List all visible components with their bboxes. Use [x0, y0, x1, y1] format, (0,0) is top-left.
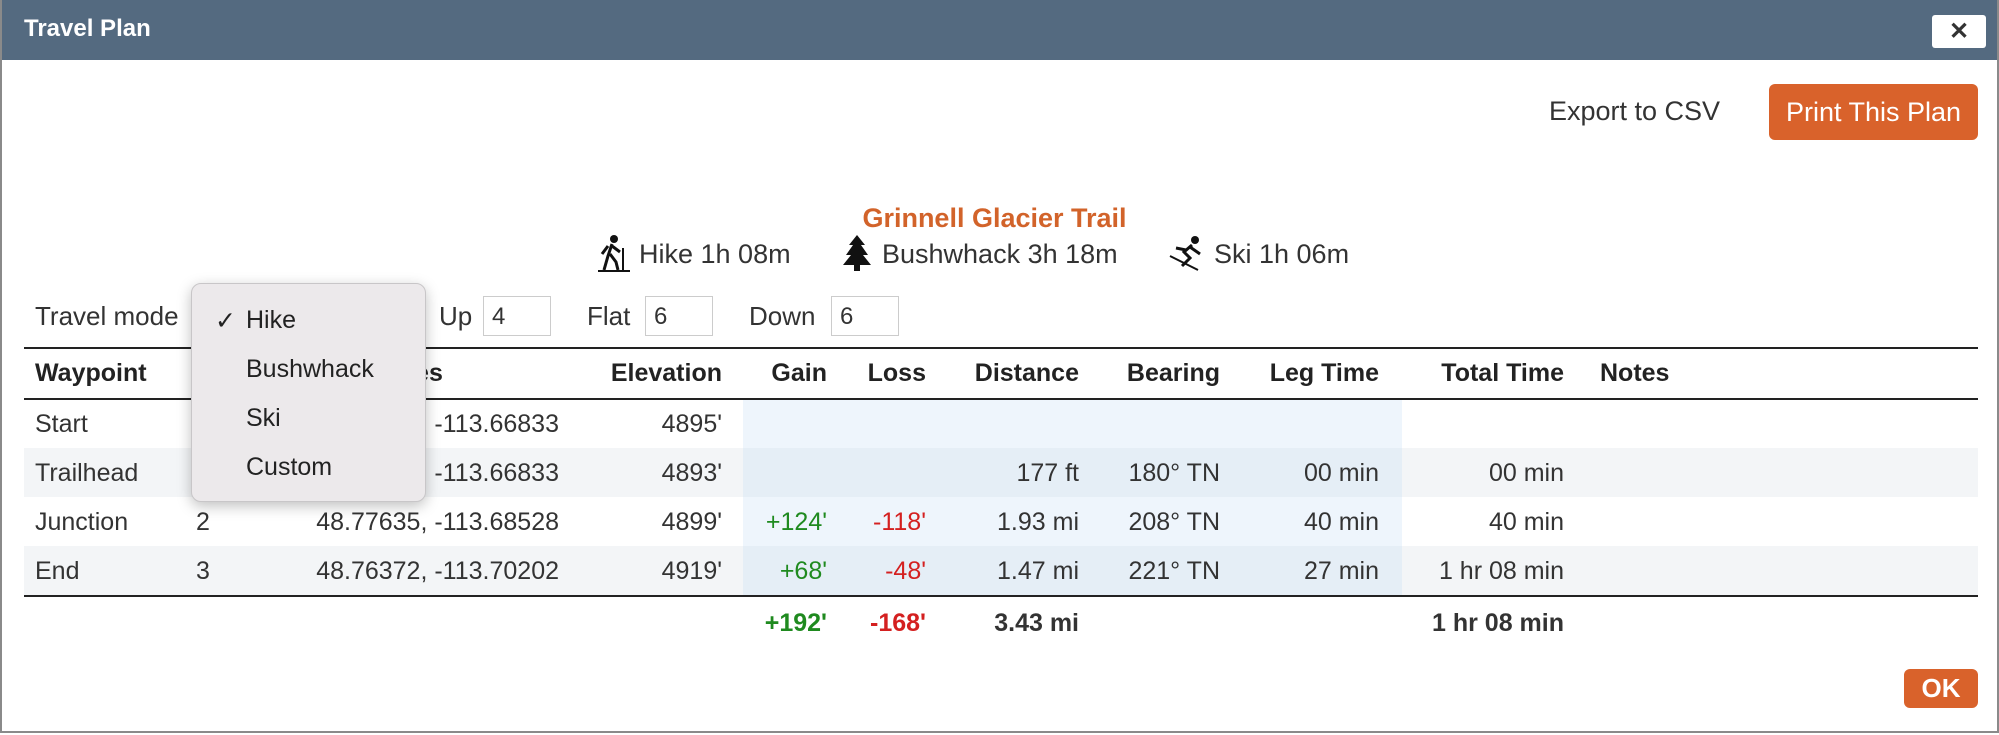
column-header: Elevation: [610, 359, 722, 387]
column-header: Loss: [867, 359, 926, 387]
column-header: Waypoint: [35, 359, 147, 387]
table-cell: 4895': [661, 410, 722, 438]
up-input[interactable]: 4: [483, 296, 551, 336]
table-cell: -113.66833: [434, 410, 559, 438]
menu-item[interactable]: Hike: [246, 306, 297, 334]
table-cell: 180° TN: [1128, 459, 1220, 487]
tree-icon: [843, 235, 871, 271]
table-cell: 40 min: [1488, 508, 1564, 536]
table-cell: Junction: [35, 508, 129, 536]
hike-summary: Hike 1h 08m: [639, 239, 791, 269]
ok-button[interactable]: OK: [1904, 669, 1978, 708]
column-header: Distance: [974, 359, 1079, 387]
plan-name: Grinnell Glacier Trail: [862, 203, 1127, 233]
ski-summary: Ski 1h 06m: [1214, 239, 1350, 269]
travel-mode-menu: ✓ Hike Bushwhack Ski Custom: [191, 283, 426, 502]
column-header: Gain: [771, 359, 827, 387]
total-cell: -168': [870, 609, 926, 637]
column-header: Total Time: [1441, 359, 1564, 387]
table-bottom-rule: [24, 595, 1978, 597]
print-button[interactable]: Print This Plan: [1769, 84, 1978, 140]
table-cell: End: [35, 557, 80, 585]
total-cell: 1 hr 08 min: [1432, 609, 1564, 637]
dialog-title: Travel Plan: [24, 15, 151, 42]
table-cell: 1 hr 08 min: [1438, 557, 1564, 585]
title-bar: [2, 0, 1997, 60]
total-cell: +192': [764, 609, 827, 637]
table-cell: 00 min: [1488, 459, 1564, 487]
table-cell: Start: [35, 410, 88, 438]
column-header: Leg Time: [1269, 359, 1379, 387]
table-cell: 3: [196, 557, 210, 585]
flat-label: Flat: [587, 301, 631, 331]
table-cell: +68': [779, 557, 827, 585]
column-header: Notes: [1600, 359, 1670, 387]
table-cell: 4893': [661, 459, 722, 487]
header-rule: [24, 398, 1978, 400]
column-header: Bearing: [1126, 359, 1220, 387]
table-cell: +124': [765, 508, 827, 536]
table-cell: 27 min: [1303, 557, 1379, 585]
export-csv[interactable]: Export to CSV: [1549, 96, 1721, 126]
menu-item[interactable]: Ski: [246, 404, 281, 432]
menu-check: ✓: [215, 307, 236, 335]
flat-input[interactable]: 6: [645, 296, 713, 336]
table-cell: 48.76372, -113.70202: [316, 557, 559, 585]
down-input[interactable]: 6: [831, 296, 899, 336]
table-cell: 2: [196, 508, 210, 536]
total-cell: 3.43 mi: [994, 609, 1079, 637]
table-cell: -113.66833: [434, 459, 559, 487]
up-label: Up: [439, 301, 473, 331]
row-stripe: [24, 546, 1978, 595]
table-cell: -118': [873, 508, 926, 536]
table-cell: 208° TN: [1128, 508, 1220, 536]
table-cell: 177 ft: [1016, 459, 1079, 487]
ski-icon: [1169, 236, 1201, 271]
table-cell: 1.93 mi: [997, 508, 1079, 536]
metric-shade: [743, 399, 1402, 595]
table-cell: 4899': [661, 508, 722, 536]
table-cell: -48': [885, 557, 926, 585]
bushwhack-summary: Bushwhack 3h 18m: [882, 239, 1118, 269]
table-cell: 4919': [661, 557, 722, 585]
table-cell: 221° TN: [1128, 557, 1220, 585]
table-cell: 48.77635, -113.68528: [316, 508, 559, 536]
menu-item[interactable]: Custom: [246, 453, 333, 481]
travel-mode-label: Travel mode: [35, 301, 179, 331]
table-cell: Trailhead: [35, 459, 139, 487]
hike-icon: [598, 235, 630, 272]
table-cell: 1.47 mi: [997, 557, 1079, 585]
menu-item[interactable]: Bushwhack: [246, 355, 374, 383]
table-cell: 40 min: [1303, 508, 1379, 536]
close-button[interactable]: ✕: [1932, 15, 1986, 48]
table-top-rule: [24, 347, 1978, 349]
table-cell: 00 min: [1303, 459, 1379, 487]
down-label: Down: [749, 301, 816, 331]
